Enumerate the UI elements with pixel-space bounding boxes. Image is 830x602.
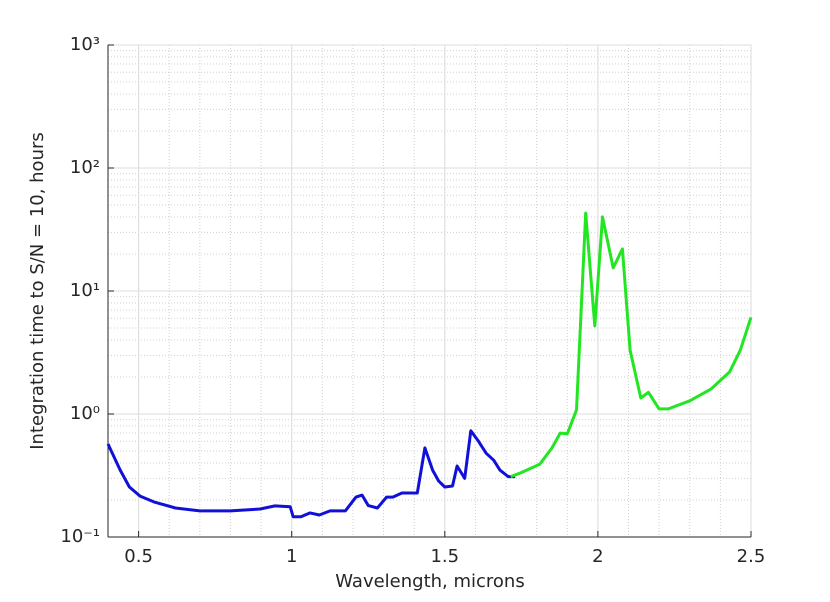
x-tick-label: 2.5 <box>737 546 766 567</box>
y-tick-label: 10¹ <box>70 280 100 301</box>
y-tick-label: 10² <box>70 157 100 178</box>
y-axis-label: Integration time to S/N = 10, hours <box>27 132 48 450</box>
data-line <box>510 211 753 479</box>
x-tick-label: 1 <box>286 546 297 567</box>
x-tick-label: 2 <box>592 546 603 567</box>
x-tick-label: 1.5 <box>430 546 459 567</box>
y-tick-label: 10³ <box>70 34 100 55</box>
x-tick-label: 0.5 <box>124 546 153 567</box>
y-tick-label: 10⁻¹ <box>60 526 100 547</box>
x-axis-label: Wavelength, microns <box>335 571 524 592</box>
y-tick-label: 10⁰ <box>70 403 100 424</box>
data-line <box>106 429 516 519</box>
